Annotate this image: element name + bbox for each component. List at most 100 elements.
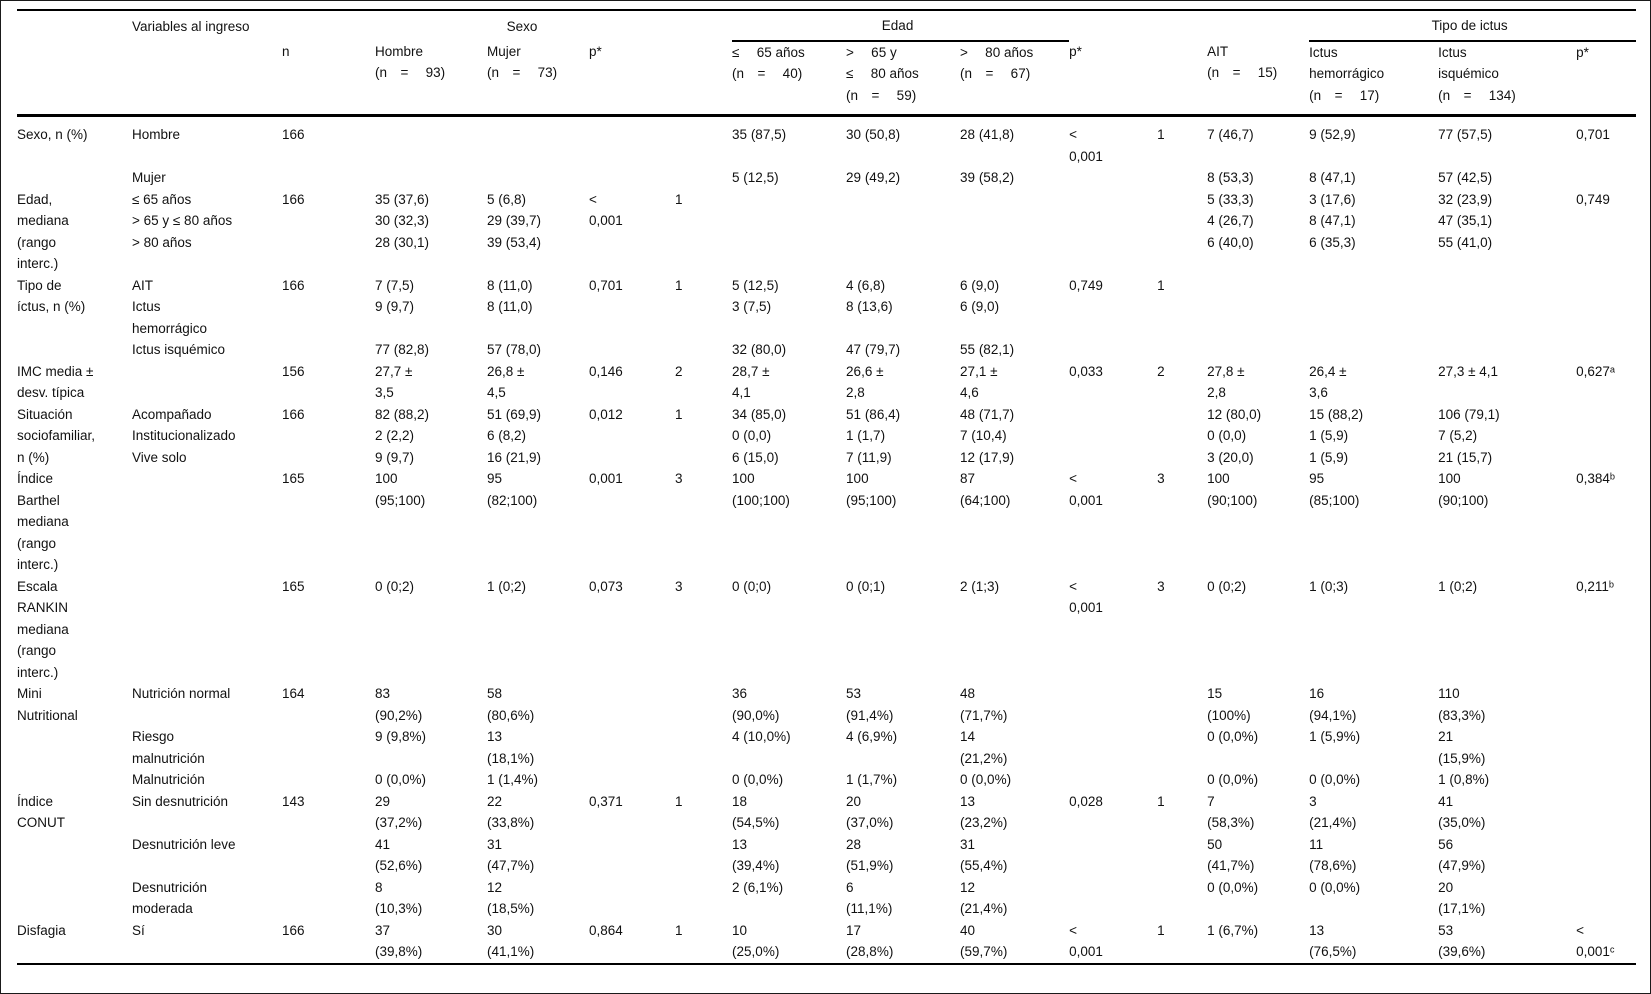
col-header-ictus-isquemico: Ictus isquémico (n = 134) <box>1438 40 1577 117</box>
cell-gt80: 40 (59,7%) <box>960 922 1008 960</box>
group-header-spacer <box>1069 10 1157 41</box>
table-row: Sexo, n (%) Hombre Mujer 166 35 (87,5) 5 (1… <box>17 116 1636 189</box>
cell-le65 <box>732 189 846 275</box>
cell-e65-80 <box>846 189 960 275</box>
col-header-mujer: Mujer (n = 73) <box>487 40 590 117</box>
cell-ictus-hemorragico: 15 (88,2) 1 (5,9) 1 (5,9) <box>1309 406 1364 465</box>
cell-p-sexo: 0,701 <box>589 277 623 293</box>
cell-mujer: 8 (11,0) 8 (11,0) 57 (78,0) <box>487 277 542 358</box>
cell-test-edad <box>1157 683 1207 791</box>
cell-p-sexo: 0,073 <box>589 578 623 594</box>
group-header-spacer <box>1207 10 1309 41</box>
col-header-le65: ≤ 65 años (n = 40) <box>732 40 847 117</box>
cell-categoria <box>132 361 282 404</box>
cell-p-edad: < 0,001 <box>1069 471 1103 508</box>
statistics-table: Variables al ingreso Sexo Edad Tipo de i… <box>17 9 1637 965</box>
col-header-hombre: Hombre (n = 93) <box>375 40 488 117</box>
cell-mujer: 26,8 ± 4,5 <box>487 363 525 401</box>
cell-p-sexo: 0,371 <box>589 793 623 809</box>
col-header-p-sexo: p* <box>589 40 676 117</box>
cell-ictus-isquemico <box>1438 275 1576 361</box>
cell-variable: Índice Barthel mediana (rango interc.) <box>17 471 69 572</box>
cell-ictus-hemorragico: 13 (76,5%) <box>1309 922 1357 960</box>
cell-test-sexo: 3 <box>675 471 683 486</box>
cell-p-sexo <box>589 116 675 189</box>
cell-categoria: ≤ 65 años > 65 y ≤ 80 años > 80 años <box>132 191 233 250</box>
cell-le65: 100 (100;100) <box>732 471 790 508</box>
cell-test-sexo: 1 <box>675 922 683 938</box>
cell-p-edad <box>1069 189 1157 275</box>
col-header-gt80: > 80 años (n = 67) <box>960 40 1070 117</box>
cell-n: 165 <box>282 578 305 594</box>
cell-ictus-isquemico: 1 (0;2) <box>1438 578 1478 594</box>
group-header-spacer <box>17 10 132 41</box>
cell-e65-80: 20 (37,0%) 28 (51,9%) 6 (11,1%) <box>846 793 894 917</box>
cell-hombre: 82 (88,2) 2 (2,2) 9 (9,7) <box>375 406 430 465</box>
cell-categoria <box>132 468 282 576</box>
cell-hombre <box>375 116 487 189</box>
cell-p-sexo: < 0,001 <box>589 191 623 229</box>
cell-e65-80: 51 (86,4) 1 (1,7) 7 (11,9) <box>846 406 901 465</box>
col-header-65-80: > 65 y ≤ 80 años (n = 59) <box>846 40 961 117</box>
cell-categoria: AIT Ictus hemorrágico Ictus isquémico <box>132 277 226 358</box>
cell-gt80: 48 (71,7) 7 (10,4) 12 (17,9) <box>960 406 1015 465</box>
cell-n: 166 <box>282 922 305 938</box>
cell-le65: 28,7 ± 4,1 <box>732 363 770 401</box>
cell-test-edad: 1 <box>1157 922 1165 938</box>
cell-p-ictus: 0,384ᵇ <box>1576 471 1615 486</box>
cell-test-sexo: 1 <box>675 406 683 422</box>
cell-le65: 18 (54,5%) 13 (39,4%) 2 (6,1%) <box>732 793 784 895</box>
cell-test-edad <box>1157 189 1207 275</box>
col-header-categoria <box>132 40 282 117</box>
cell-n: 166 <box>282 191 305 207</box>
cell-ait: 5 (33,3) 4 (26,7) 6 (40,0) <box>1207 191 1254 250</box>
cell-p-ictus: 0,211ᵇ <box>1576 578 1614 594</box>
cell-ictus-hemorragico: 9 (52,9) 8 (47,1) <box>1309 127 1356 185</box>
cell-ictus-hemorragico: 3 (17,6) 8 (47,1) 6 (35,3) <box>1309 191 1356 250</box>
table-row: Índice Barthel mediana (rango interc.) 16… <box>17 468 1636 576</box>
cell-e65-80: 4 (6,8) 8 (13,6) 47 (79,7) <box>846 277 901 358</box>
table-row: Tipo de íctus, n (%) AIT Ictus hemorrágic… <box>17 275 1636 361</box>
cell-p-edad: < 0,001 <box>1069 578 1103 616</box>
cell-e65-80: 53 (91,4%) 4 (6,9%) 1 (1,7%) <box>846 686 898 787</box>
cell-ictus-hemorragico: 3 (21,4%) 11 (78,6%) 0 (0,0%) <box>1309 793 1361 895</box>
group-header-row: Variables al ingreso Sexo Edad Tipo de i… <box>17 10 1637 42</box>
cell-ictus-isquemico: 41 (35,0%) 56 (47,9%) 20 (17,1%) <box>1438 793 1486 917</box>
cell-le65: 0 (0;0) <box>732 578 772 594</box>
col-header-n: n <box>282 40 376 117</box>
cell-ait: 12 (80,0) 0 (0,0) 3 (20,0) <box>1207 406 1262 465</box>
cell-gt80: 6 (9,0) 6 (9,0) 55 (82,1) <box>960 277 1015 358</box>
cell-hombre: 35 (37,6) 30 (32,3) 28 (30,1) <box>375 191 430 250</box>
cell-gt80: 13 (23,2%) 31 (55,4%) 12 (21,4%) <box>960 793 1008 917</box>
cell-p-edad: 0,028 <box>1069 793 1103 809</box>
cell-categoria: Sin desnutrición Desnutrición leve Desnu… <box>132 793 236 917</box>
cell-categoria <box>132 576 282 684</box>
cell-gt80: 2 (1;3) <box>960 578 1000 594</box>
cell-test-sexo: 1 <box>675 191 683 207</box>
cell-mujer: 58 (80,6%) 13 (18,1%) 1 (1,4%) <box>487 686 539 787</box>
cell-n: 143 <box>282 793 305 809</box>
cell-ait: 0 (0;2) <box>1207 578 1247 594</box>
cell-test-edad: 3 <box>1157 471 1165 486</box>
cell-p-ictus: 0,701 <box>1576 127 1610 142</box>
cell-test-sexo <box>675 116 732 189</box>
cell-variable: Situación sociofamiliar, n (%) <box>17 406 96 465</box>
cell-mujer <box>487 116 589 189</box>
cell-p-sexo: 0,001 <box>589 471 623 486</box>
cell-p-sexo <box>589 683 675 791</box>
cell-n: 166 <box>282 277 305 293</box>
cell-gt80 <box>960 189 1069 275</box>
cell-test-edad: 1 <box>1157 793 1165 809</box>
cell-mujer: 51 (69,9) 6 (8,2) 16 (21,9) <box>487 406 542 465</box>
cell-variable: Tipo de íctus, n (%) <box>17 277 86 315</box>
cell-ait: 7 (58,3%) 50 (41,7%) 0 (0,0%) <box>1207 793 1259 895</box>
cell-hombre: 83 (90,2%) 9 (9,8%) 0 (0,0%) <box>375 686 427 787</box>
group-header-spacer <box>675 10 732 41</box>
cell-gt80: 28 (41,8) 39 (58,2) <box>960 127 1015 185</box>
cell-p-ictus <box>1576 275 1636 361</box>
cell-n: 166 <box>282 406 305 422</box>
col-header-test-edad <box>1157 40 1208 117</box>
cell-variable: Mini Nutritional <box>17 686 78 723</box>
cell-ictus-isquemico: 77 (57,5) 57 (42,5) <box>1438 127 1493 185</box>
